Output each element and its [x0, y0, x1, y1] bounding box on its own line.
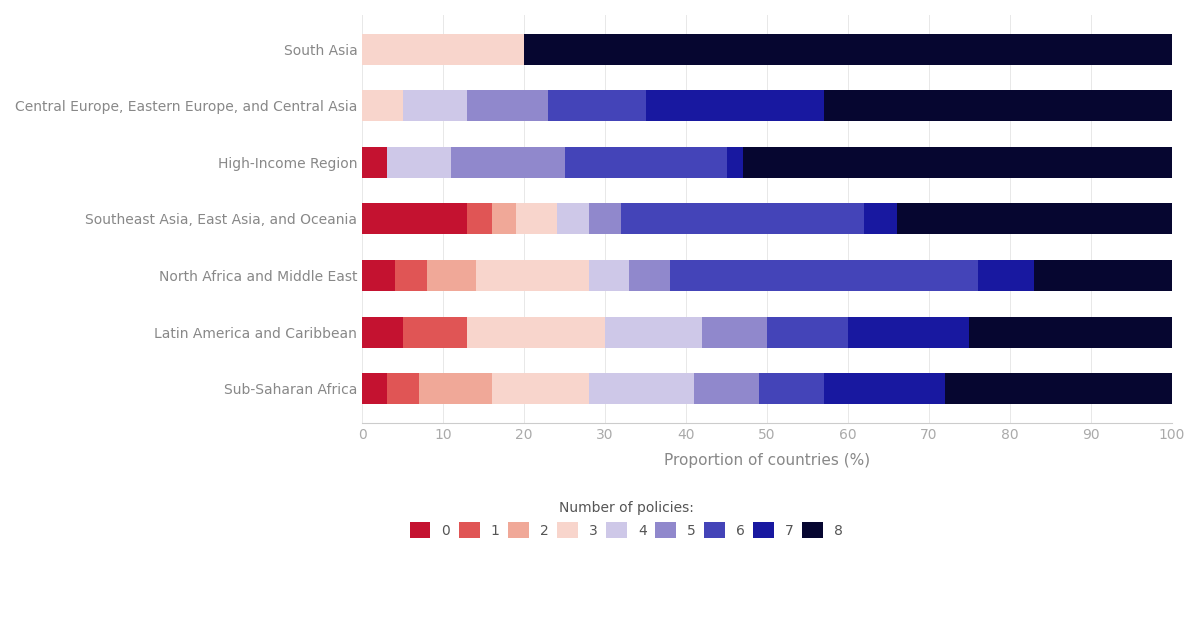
Bar — [743, 147, 1172, 178]
Bar — [605, 316, 702, 348]
Bar — [451, 147, 565, 178]
Bar — [946, 373, 1172, 404]
Bar — [362, 260, 395, 291]
Bar — [492, 204, 516, 234]
Bar — [1034, 260, 1172, 291]
Bar — [468, 90, 548, 121]
Bar — [589, 373, 694, 404]
Bar — [694, 373, 758, 404]
Bar — [702, 316, 767, 348]
Bar — [823, 373, 946, 404]
Bar — [622, 204, 864, 234]
X-axis label: Proportion of countries (%): Proportion of countries (%) — [664, 453, 870, 468]
Bar — [386, 373, 419, 404]
Bar — [589, 204, 622, 234]
Bar — [589, 260, 629, 291]
Bar — [362, 90, 403, 121]
Bar — [864, 204, 896, 234]
Bar — [468, 204, 492, 234]
Bar — [362, 373, 386, 404]
Bar — [548, 90, 646, 121]
Bar — [726, 147, 743, 178]
Bar — [896, 204, 1172, 234]
Bar — [565, 147, 726, 178]
Bar — [395, 260, 427, 291]
Bar — [823, 90, 1172, 121]
Bar — [427, 260, 475, 291]
Bar — [468, 316, 605, 348]
Bar — [629, 260, 670, 291]
Bar — [978, 260, 1034, 291]
Bar — [475, 260, 589, 291]
Bar — [970, 316, 1172, 348]
Bar — [848, 316, 970, 348]
Bar — [362, 204, 468, 234]
Bar — [557, 204, 589, 234]
Bar — [646, 90, 823, 121]
Bar — [516, 204, 557, 234]
Bar — [767, 316, 848, 348]
Bar — [403, 90, 468, 121]
Legend: 0, 1, 2, 3, 4, 5, 6, 7, 8: 0, 1, 2, 3, 4, 5, 6, 7, 8 — [409, 501, 842, 538]
Bar — [362, 316, 403, 348]
Bar — [419, 373, 492, 404]
Bar — [758, 373, 823, 404]
Bar — [670, 260, 978, 291]
Bar — [362, 33, 524, 64]
Bar — [524, 33, 1172, 64]
Bar — [362, 147, 386, 178]
Bar — [386, 147, 451, 178]
Bar — [492, 373, 589, 404]
Bar — [403, 316, 468, 348]
